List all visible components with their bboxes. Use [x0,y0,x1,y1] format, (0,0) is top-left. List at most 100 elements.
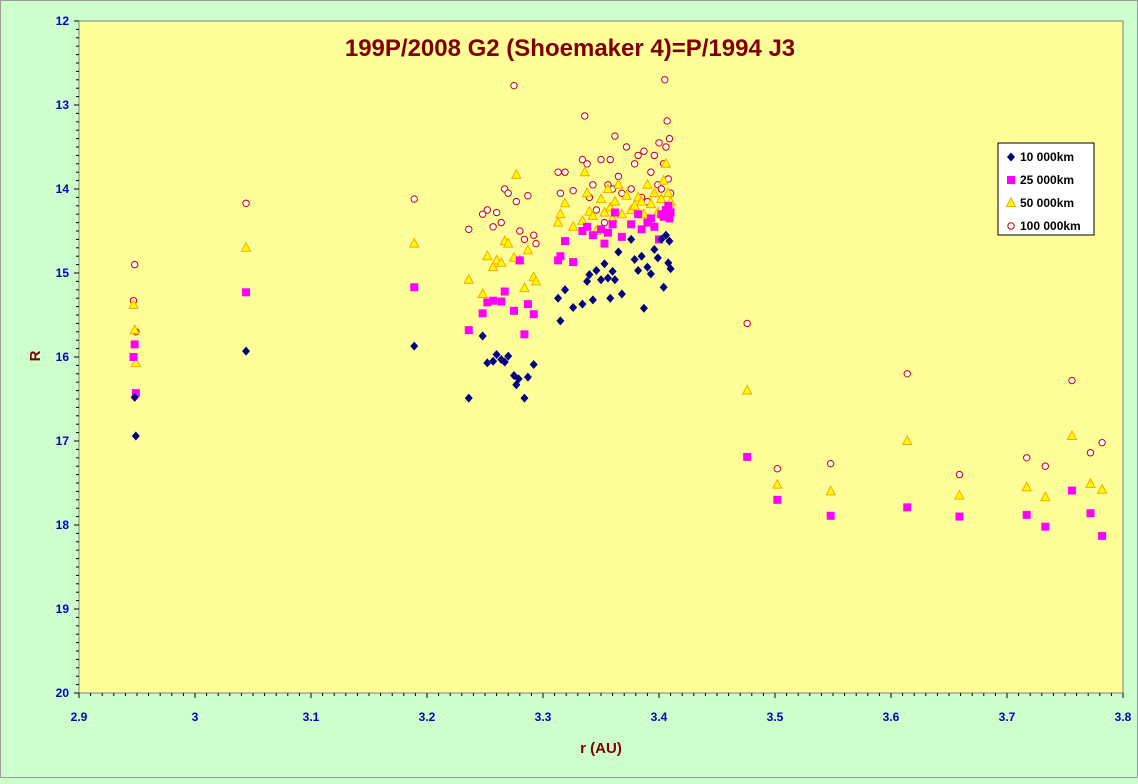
triangle-marker [649,187,660,198]
x-tick-label: 3.7 [999,710,1016,724]
triangle-marker [1085,477,1096,488]
circle-marker [665,134,674,143]
triangle-marker [658,174,669,185]
square-marker [646,214,655,223]
square-marker [131,389,140,398]
square-marker [903,503,912,512]
x-tick-label: 2.9 [71,710,88,724]
triangle-marker [510,168,522,179]
x-tick-label: 3.8 [1115,710,1132,724]
triangle-marker [771,478,783,489]
diamond-marker [614,247,623,257]
diamond-marker [242,346,251,356]
square-marker [597,225,605,234]
diamond-marker [600,259,609,269]
diamond-marker [637,251,646,261]
square-marker [523,300,532,309]
circle-marker [516,227,524,235]
circle-marker [600,218,609,227]
square-marker [600,239,609,248]
circle-marker [1086,449,1095,457]
triangle-marker [613,178,624,189]
square-marker [659,212,668,221]
diamond-marker [578,299,587,309]
data-points [128,76,1108,540]
circle-marker [826,459,835,468]
diamond-marker [500,357,509,367]
diamond-marker [617,289,626,299]
circle-marker [478,210,487,218]
square-marker [583,222,592,231]
diamond-marker [478,331,487,341]
circle-marker [661,76,669,84]
legend-label: 100 000km [1020,219,1081,233]
triangle-marker [595,193,607,204]
triangle-marker [655,193,667,204]
square-marker [826,511,835,520]
triangle-marker [642,178,653,189]
square-marker [643,218,652,227]
series-diamond [130,230,675,441]
square-marker [664,201,673,210]
circle-marker [410,195,418,203]
triangle-marker [129,324,141,335]
circle-marker [492,208,501,217]
triangle-marker [555,208,566,219]
legend-label: 25 000km [1020,173,1074,187]
diamond-marker [464,393,473,403]
y-tick-label: 14 [56,182,70,196]
circle-marker [497,218,505,227]
diamond-marker [554,293,563,303]
circle-marker [512,197,521,206]
y-axis: 12 13 14 15 16 17 18 19 20 [56,14,79,700]
triangle-marker [599,206,610,217]
square-marker [1067,486,1076,495]
x-axis-label: r (AU) [580,740,622,757]
circle-marker [743,319,751,328]
y-tick-label: 19 [56,602,70,616]
square-marker [500,287,509,296]
circle-marker [773,465,782,473]
square-marker [588,231,597,240]
square-marker [561,237,570,246]
y-tick-label: 13 [56,98,70,112]
circle-marker [662,143,670,151]
square-marker [497,297,506,306]
circle-marker [520,235,529,244]
circle-marker [589,181,597,189]
y-tick-label: 16 [56,350,70,364]
circle-marker [556,189,565,197]
triangle-marker [1039,491,1051,502]
x-tick-label: 3 [192,710,199,724]
diamond-marker [643,262,652,272]
diamond-marker [130,392,139,402]
diamond-marker [610,275,619,285]
diamond-marker [489,356,498,366]
legend-label: 50 000km [1020,196,1074,210]
diamond-marker [410,341,419,351]
square-marker [637,225,646,234]
circle-marker [657,185,666,193]
circle-marker [597,155,605,164]
x-tick-label: 3.6 [883,710,900,724]
legend-label: 10 000km [1020,150,1074,164]
triangle-marker [567,220,579,231]
square-marker [627,220,636,229]
circle-marker [524,192,532,200]
triangle-marker [1005,196,1017,207]
circle-marker [465,225,473,234]
diamond-marker [514,374,523,384]
square-marker [489,296,498,305]
circle-marker [606,155,614,164]
triangle-marker [1066,429,1078,440]
circle-marker [483,206,492,214]
square-marker [603,228,612,237]
square-marker [1022,510,1031,519]
square-marker [634,210,643,219]
square-marker [129,353,138,361]
triangle-marker [408,237,420,248]
triangle-marker [1021,481,1033,492]
triangle-marker [522,244,534,255]
triangle-marker [463,273,475,284]
square-marker [578,227,587,235]
